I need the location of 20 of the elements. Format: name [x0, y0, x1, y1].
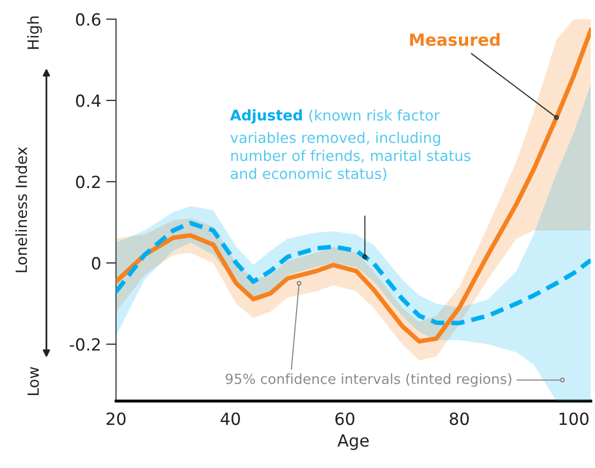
x-tick-label: 20: [106, 412, 126, 426]
annotation: 95% confidence intervals (tinted regions): [226, 373, 512, 387]
text: High: [27, 16, 42, 49]
x-tick-label: 80: [450, 412, 469, 426]
x-tick-label: 60: [335, 412, 354, 426]
y-tick-label: 0.6: [76, 13, 100, 26]
y-tick-label: 0: [92, 256, 100, 270]
annotation: variables removed, including number of friends, marital status and economic status): [230, 132, 470, 181]
line-series: [116, 220, 591, 326]
text: Low: [28, 367, 39, 395]
y-tick-label: -0.2: [70, 338, 100, 351]
text: Adjusted: [230, 109, 302, 124]
x-tick-label: 100: [560, 412, 588, 426]
y-tick-label: 0.2: [76, 176, 100, 188]
x-tick-label: 40: [220, 412, 240, 426]
annotation: (known risk factor: [309, 109, 440, 122]
text: Measured: [410, 33, 500, 46]
y-tick-label: 0.4: [76, 94, 101, 108]
y-axis-title: Loneliness Index: [15, 147, 28, 272]
x-axis-title: Age: [337, 434, 369, 450]
